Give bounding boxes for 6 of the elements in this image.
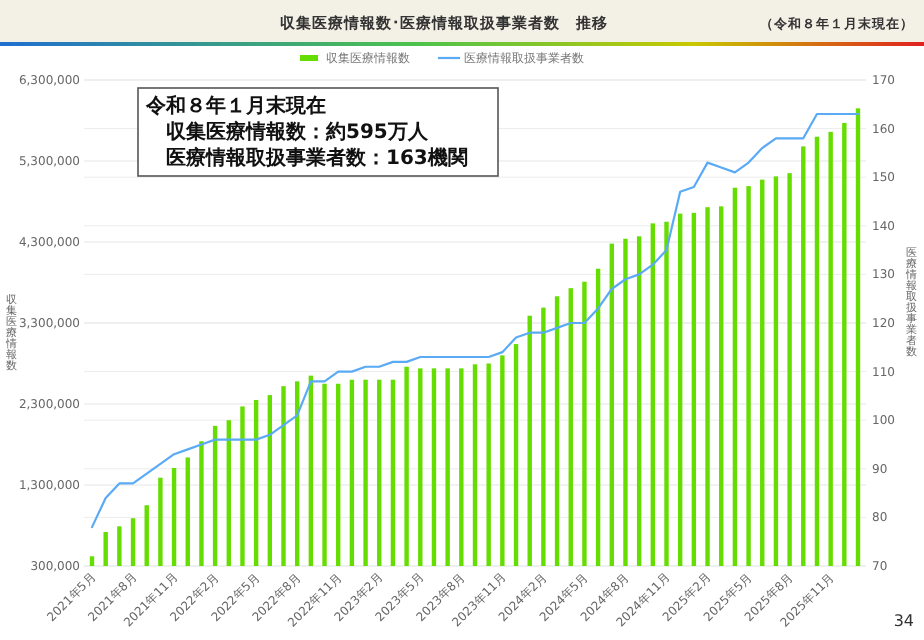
annotation: 収集医療情報数：約595万人 (166, 120, 430, 144)
annotation: 医療情報取扱事業者数：163機関 (166, 146, 468, 170)
annotation: 令和８年１月末現在 (144, 94, 326, 118)
line-series (90, 112, 860, 529)
text: 34 (893, 612, 914, 630)
note-box: 令和８年１月末現在 収集医療情報数：約595万人 医療情報取扱事業者数：163機関 (137, 87, 499, 177)
